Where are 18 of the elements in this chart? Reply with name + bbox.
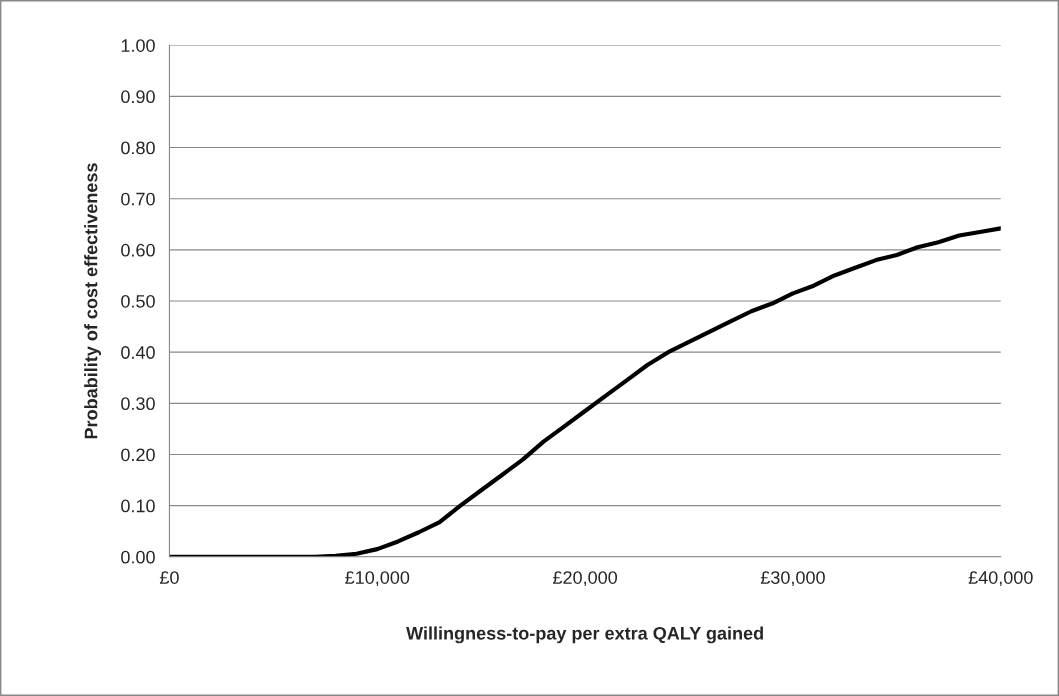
x-tick-label: £0 [159,571,179,584]
x-tick-label: £20,000 [552,571,618,587]
x-axis-title: Willingness-to-pay per extra QALY gained [406,626,763,644]
y-axis-title: Probability of cost effectiveness [84,163,101,439]
y-tick-label: 0.40 [121,346,155,359]
x-tick-label: £40,000 [968,571,1033,587]
y-tick-label: 0.80 [121,141,155,155]
y-tick-label: 0.30 [121,397,155,411]
x-tick-label: £10,000 [345,571,410,587]
y-tick-label: 0.10 [121,499,155,513]
y-tick-label: 0.00 [121,550,155,564]
x-tick-label: £30,000 [760,571,825,587]
y-tick-label: 0.70 [121,192,155,206]
y-tick-label: 0.20 [121,448,155,462]
y-tick-label: 0.50 [121,294,155,308]
y-tick-label: 0.60 [121,243,155,257]
y-tick-label: 0.90 [121,90,155,104]
y-tick-label: 1.00 [121,39,155,52]
